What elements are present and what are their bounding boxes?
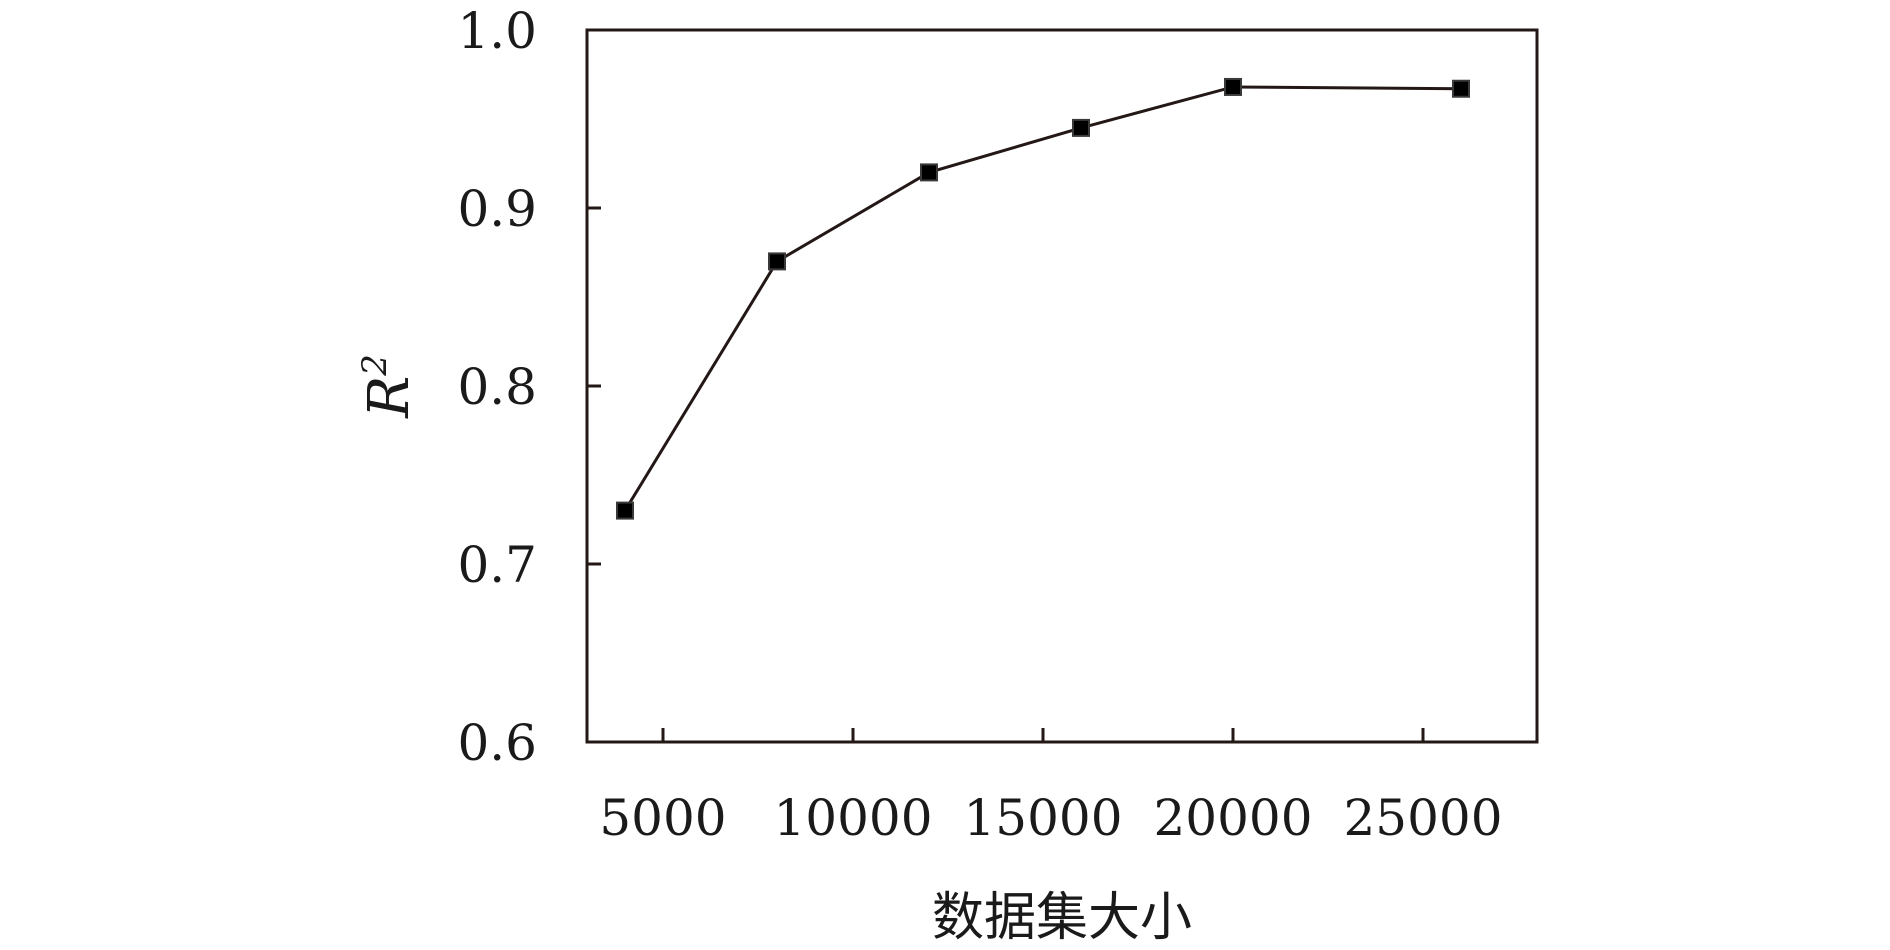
y-tick-label: 1.0 [457, 2, 537, 60]
y-tick-label: 0.7 [457, 536, 537, 594]
data-point-marker [768, 252, 786, 271]
y-axis-title-base: R [357, 376, 422, 419]
y-axis-ticks: 0.6 0.7 0.8 0.9 1.0 [457, 2, 601, 772]
data-point-marker [1072, 118, 1090, 137]
svg-text:R2: R2 [355, 354, 422, 419]
y-tick-label: 0.6 [457, 714, 537, 772]
data-point-marker [1224, 77, 1242, 96]
x-tick-label: 25000 [1343, 789, 1502, 847]
series-line [623, 85, 1462, 512]
data-point-marker [1452, 79, 1470, 98]
x-axis-ticks: 5000 10000 15000 20000 25000 [599, 728, 1503, 847]
y-tick-label: 0.9 [457, 180, 537, 238]
data-series [616, 77, 1470, 520]
y-axis-title: R2 [355, 354, 422, 419]
x-axis-title: 数据集大小 [932, 888, 1192, 948]
x-tick-label: 15000 [963, 789, 1122, 847]
x-tick-label: 20000 [1153, 789, 1312, 847]
data-point-marker [616, 501, 634, 520]
plot-frame [585, 28, 1539, 744]
data-point-marker [920, 163, 938, 182]
y-axis-title-superscript: 2 [355, 354, 395, 377]
x-tick-label: 10000 [773, 789, 932, 847]
x-tick-label: 5000 [599, 789, 726, 847]
y-tick-label: 0.8 [457, 358, 537, 416]
